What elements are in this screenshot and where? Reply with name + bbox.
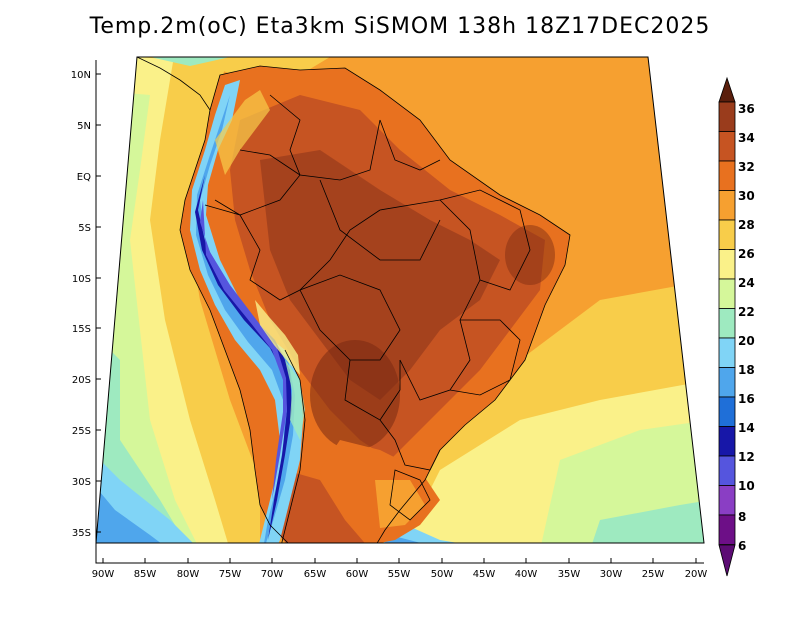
colorbar-swatch	[718, 485, 736, 516]
lat-label-eq: EQ	[77, 172, 91, 183]
colorbar-top-arrow	[718, 76, 736, 103]
colorbar-label-30: 30	[738, 189, 755, 203]
country-borders	[136, 57, 571, 543]
continent-outline	[179, 65, 571, 543]
brazil-states-3	[449, 319, 521, 396]
lon-label-30w: 30W	[600, 569, 623, 580]
lon-label-65w: 65W	[304, 569, 327, 580]
colorbar-swatch	[718, 308, 736, 339]
colorbar-label-16: 16	[738, 392, 755, 406]
colombia-border	[214, 149, 301, 216]
colorbar-swatch	[718, 514, 736, 545]
lat-label-25s: 25S	[72, 426, 91, 437]
colorbar-label-18: 18	[738, 363, 755, 377]
colorbar-label-8: 8	[738, 510, 746, 524]
colorbar-swatch	[718, 367, 736, 398]
colorbar-label-36: 36	[738, 102, 755, 116]
colorbar-label-34: 34	[738, 131, 755, 145]
colorbar-bottom-arrow	[718, 544, 736, 577]
brazil-states-2	[439, 189, 531, 291]
continent-34	[260, 150, 500, 400]
atlantic-20	[590, 500, 704, 543]
lat-label-20s: 20S	[72, 375, 91, 386]
guianas-border	[379, 119, 441, 171]
colorbar-swatch	[718, 337, 736, 368]
colorbar-swatch	[718, 278, 736, 309]
patagonia-32	[275, 470, 375, 543]
colorbar-label-10: 10	[738, 479, 755, 493]
hotspot-northeast	[505, 225, 555, 285]
colorbar-swatch	[718, 101, 736, 132]
colorbar-swatch	[718, 396, 736, 427]
colorbar-swatch	[718, 249, 736, 280]
lon-label-35w: 35W	[558, 569, 581, 580]
south-28	[375, 480, 425, 528]
lon-label-50w: 50W	[431, 569, 454, 580]
bolivia-border	[299, 274, 401, 361]
lon-label-90w: 90W	[92, 569, 115, 580]
lon-label-25w: 25W	[642, 569, 665, 580]
longitude-axis: 90W 85W 80W 75W 70W 65W 60W 55W 50W 45W …	[92, 558, 708, 580]
colorbar-label-6: 6	[738, 539, 746, 553]
lat-label-10s: 10S	[72, 274, 91, 285]
lat-label-30s: 30S	[72, 477, 91, 488]
argentina-brazil-border	[379, 419, 441, 471]
lon-label-70w: 70W	[261, 569, 284, 580]
lat-label-15s: 15S	[72, 324, 91, 335]
colorbar-label-32: 32	[738, 160, 755, 174]
hotspot-36	[310, 340, 400, 450]
lat-label-5s: 5S	[78, 223, 91, 234]
axes-box	[95, 60, 704, 564]
peru-brazil-border	[204, 204, 381, 301]
lon-label-20w: 20W	[685, 569, 708, 580]
colorbar-label-28: 28	[738, 218, 755, 232]
lon-label-60w: 60W	[346, 569, 369, 580]
colorbar-label-12: 12	[738, 450, 755, 464]
lon-label-40w: 40W	[515, 569, 538, 580]
lat-label-35s: 35S	[72, 528, 91, 539]
colorbar-swatch	[718, 219, 736, 250]
north-andes-26	[215, 90, 270, 175]
colorbar-label-26: 26	[738, 247, 755, 261]
lon-label-75w: 75W	[219, 569, 242, 580]
lon-label-80w: 80W	[177, 569, 200, 580]
central-america-coast	[136, 57, 211, 111]
andes-16	[196, 95, 295, 543]
colorbar-swatch	[718, 160, 736, 191]
colorbar-label-14: 14	[738, 421, 755, 435]
temperature-field	[96, 57, 704, 543]
brazil-states-4	[319, 179, 441, 261]
lat-label-5n: 5N	[77, 121, 91, 132]
latitude-axis: 10N 5N EQ 5S 10S 15S 20S 25S 30S 35S	[71, 70, 101, 539]
colorbar-label-24: 24	[738, 276, 755, 290]
lon-label-45w: 45W	[473, 569, 496, 580]
colorbar-swatch	[718, 426, 736, 457]
map-frame	[95, 56, 705, 544]
map-title: Temp.2m(oC) Eta3km SiSMOM 138h 18Z17DEC2…	[89, 14, 711, 39]
colorbar-label-20: 20	[738, 334, 755, 348]
colorbar-swatch	[718, 190, 736, 221]
chile-argentina-border	[279, 349, 306, 543]
colorbar: 36 34 32 30 28 26 24 22 20 18 16 14 12 1…	[718, 76, 755, 577]
caribbean-20	[150, 57, 230, 66]
colorbar-swatch	[718, 131, 736, 162]
colorbar-label-22: 22	[738, 305, 755, 319]
colorbar-swatch	[718, 455, 736, 486]
lon-label-55w: 55W	[388, 569, 411, 580]
andes-10	[200, 200, 287, 500]
pacific-16	[96, 480, 170, 543]
uruguay-border	[389, 469, 431, 521]
altiplano-24	[255, 300, 300, 375]
lon-label-85w: 85W	[134, 569, 157, 580]
lat-label-10n: 10N	[71, 70, 91, 81]
